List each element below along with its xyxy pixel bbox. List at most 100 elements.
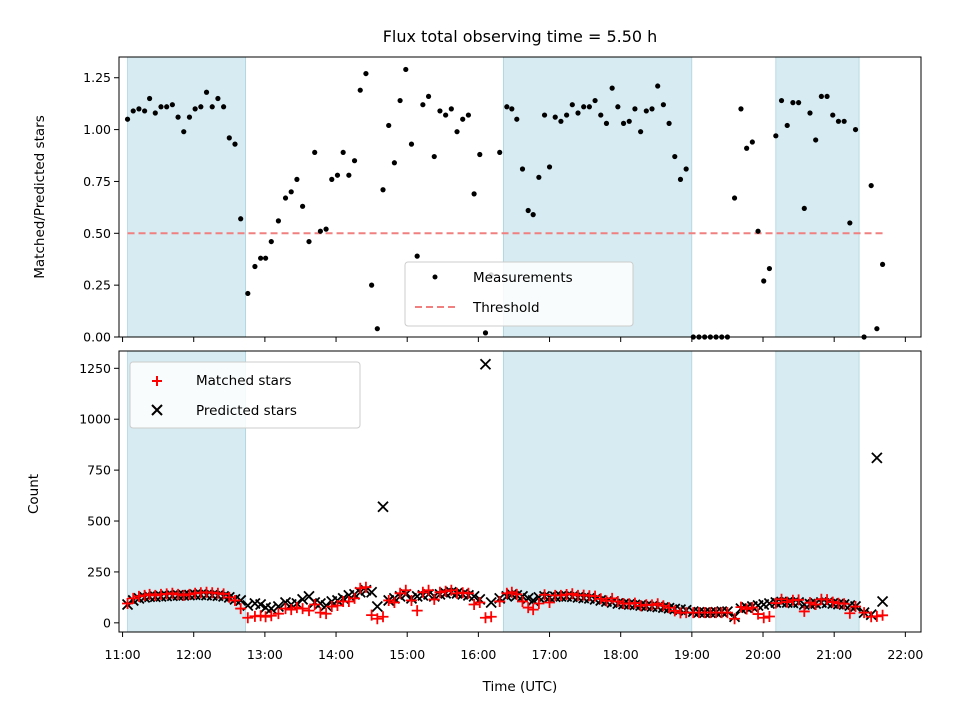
- matched-star-marker: [629, 597, 641, 609]
- x-tick-label: 21:00: [816, 647, 852, 662]
- measurement-point: [615, 104, 621, 110]
- measurement-point: [477, 151, 483, 158]
- measurement-point: [245, 290, 251, 297]
- x-tick-label: 12:00: [176, 647, 212, 662]
- measurement-point: [586, 104, 592, 110]
- matched-star-marker: [309, 599, 321, 611]
- matched-star-marker: [139, 589, 151, 601]
- measurement-point: [497, 149, 503, 156]
- measurement-point: [744, 145, 750, 151]
- measurement-point: [209, 104, 215, 110]
- matched-star-marker: [326, 601, 338, 613]
- measurement-point: [519, 166, 526, 172]
- measurement-point: [773, 133, 779, 139]
- measurement-point: [818, 93, 824, 100]
- matched-star-marker: [657, 600, 669, 612]
- predicted-star-marker: [296, 593, 309, 606]
- bottom-y-ticks: 0 250 500 750 1000 1250: [79, 361, 119, 630]
- y-tick-label: 1250: [79, 361, 111, 376]
- measurement-point: [323, 226, 329, 232]
- measurement-point: [874, 326, 880, 332]
- measurement-point: [124, 116, 131, 122]
- legend-marker-predicted: [151, 404, 163, 416]
- measurement-point: [340, 149, 346, 156]
- measurement-point: [672, 153, 678, 160]
- measurement-point: [603, 120, 610, 126]
- top-legend: Measurements Threshold: [404, 261, 634, 327]
- matched-star-marker: [474, 596, 486, 608]
- measurement-point: [420, 102, 426, 108]
- matched-star-marker: [600, 595, 612, 607]
- measurement-point: [397, 97, 403, 104]
- matched-star-marker: [850, 601, 862, 613]
- measurement-point: [796, 100, 802, 106]
- matched-star-marker: [280, 603, 292, 615]
- matched-star-marker: [303, 605, 315, 617]
- matched-star-marker: [349, 592, 361, 604]
- measurement-point: [431, 153, 437, 160]
- measurement-point: [146, 95, 153, 102]
- matched-star-marker: [804, 597, 816, 609]
- measurement-point: [638, 129, 644, 135]
- matched-star-marker: [297, 603, 309, 615]
- measurement-point: [660, 102, 666, 108]
- measurement-point: [465, 112, 472, 118]
- measurement-point: [536, 174, 542, 180]
- measurement-point: [731, 195, 738, 201]
- y-tick-label: 0.00: [83, 330, 111, 345]
- shaded-span: [775, 350, 860, 633]
- matched-star-marker: [360, 581, 372, 593]
- measurement-point: [683, 166, 689, 172]
- matched-star-marker: [411, 605, 423, 617]
- measurement-point: [632, 106, 638, 112]
- matched-star-marker: [527, 604, 539, 616]
- bottom-legend: Matched stars Predicted stars: [129, 361, 361, 429]
- matched-star-marker: [844, 607, 856, 619]
- measurement-point: [749, 139, 755, 145]
- matched-star-marker: [589, 590, 601, 602]
- matched-star-marker: [763, 611, 775, 623]
- measurement-point: [374, 326, 380, 332]
- measurement-point: [357, 87, 363, 93]
- matched-star-marker: [260, 611, 272, 623]
- shaded-span: [775, 56, 860, 338]
- matched-star-marker: [758, 612, 770, 624]
- matched-star-marker: [752, 608, 764, 620]
- x-tick-label: 15:00: [389, 647, 425, 662]
- matched-star-marker: [646, 599, 658, 611]
- matched-star-marker: [255, 610, 267, 622]
- matched-star-marker: [388, 596, 400, 608]
- y-tick-label: 0.50: [83, 226, 111, 241]
- y-tick-label: 1.25: [83, 70, 111, 85]
- matched-star-marker: [612, 595, 624, 607]
- measurement-point: [408, 141, 415, 147]
- matched-star-marker: [781, 596, 793, 608]
- legend-label-threshold: Threshold: [472, 300, 540, 316]
- bottom-x-ticks: 11:00 12:00 13:00 14:00 15:00 16:00 17:00 18:00…: [105, 632, 923, 662]
- measurement-point: [181, 129, 187, 135]
- predicted-star-marker: [320, 599, 332, 612]
- measurement-point: [592, 97, 598, 104]
- measurement-point: [807, 110, 813, 116]
- matched-star-marker: [746, 602, 758, 614]
- matched-star-marker: [122, 597, 134, 609]
- top-shaded-spans: [127, 56, 860, 338]
- measurement-point: [258, 255, 264, 261]
- matched-star-marker: [595, 593, 607, 605]
- measurement-point: [626, 118, 632, 124]
- measurement-point: [386, 122, 392, 129]
- measurement-point: [158, 104, 164, 110]
- shaded-span: [127, 56, 246, 338]
- measurement-point: [369, 282, 375, 288]
- predicted-star-marker: [371, 600, 383, 613]
- y-tick-label: 1.00: [83, 122, 111, 137]
- matched-star-marker: [838, 598, 850, 610]
- matched-star-marker: [566, 588, 578, 600]
- matched-star-marker: [394, 587, 406, 599]
- matched-star-marker: [149, 589, 161, 601]
- matched-star-marker: [144, 588, 156, 600]
- matched-star-marker: [479, 612, 491, 624]
- matched-star-marker: [272, 608, 284, 620]
- measurement-point: [346, 172, 352, 178]
